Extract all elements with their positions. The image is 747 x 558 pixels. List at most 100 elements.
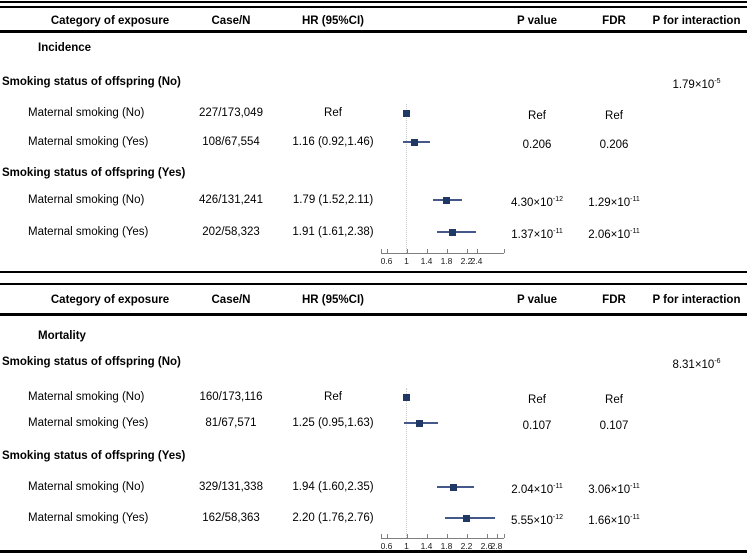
- table-header-row: Category of exposure Case/N HR (95%CI) P…: [0, 292, 747, 308]
- axis-end-cap: [381, 534, 382, 538]
- table-row: Maternal smoking (No) 227/173,049 Ref Re…: [0, 105, 747, 122]
- section-label: Incidence: [38, 42, 92, 54]
- fdr-value: 0.206: [599, 138, 629, 151]
- case-n-value: 162/58,363: [202, 512, 260, 524]
- exponent: -12: [552, 514, 563, 521]
- section-label: Mortality: [38, 330, 86, 342]
- column-header-case-n: Case/N: [211, 294, 251, 306]
- section-row: Mortality: [0, 328, 747, 344]
- hr-ci-value: 1.79 (1.52,2.11): [292, 194, 374, 206]
- p-interaction-value: 1.79×10-5: [672, 78, 721, 91]
- column-header-category: Category of exposure: [50, 294, 170, 306]
- hr-ci-value: 2.20 (1.76,2.76): [292, 512, 374, 524]
- axis-tick: [446, 249, 448, 253]
- axis-tick-label: 0.6: [380, 256, 393, 266]
- rule: [0, 30, 747, 33]
- axis-tick: [486, 534, 488, 538]
- row-label: Maternal smoking (Yes): [28, 417, 149, 429]
- axis-line: [381, 538, 504, 539]
- column-header-p-value: P value: [516, 294, 558, 306]
- case-n-value: 202/58,323: [202, 226, 260, 238]
- column-header-p-value: P value: [516, 15, 558, 27]
- group-header-row: Smoking status of offspring (No) 8.31×10…: [0, 354, 747, 371]
- fdr-value: 3.06×10-11: [588, 483, 640, 496]
- row-label: Maternal smoking (Yes): [28, 512, 149, 524]
- hr-ci-value: Ref: [324, 107, 342, 119]
- p-value: 5.55×10-12: [510, 514, 563, 527]
- row-label: Maternal smoking (No): [28, 391, 145, 403]
- p-value: 4.30×10-12: [510, 196, 563, 209]
- table-row: Maternal smoking (Yes) 108/67,554 1.16 (…: [0, 134, 747, 151]
- column-header-hr: HR (95%CI): [302, 15, 364, 27]
- axis-tick: [476, 249, 478, 253]
- case-n-value: 227/173,049: [199, 107, 263, 119]
- table-row: Maternal smoking (Yes) 202/58,323 1.91 (…: [0, 224, 747, 241]
- rule: [0, 313, 747, 316]
- table-row: Maternal smoking (No) 426/131,241 1.79 (…: [0, 192, 747, 209]
- exponent: -11: [630, 228, 640, 235]
- p-value: Ref: [528, 109, 546, 122]
- exponent: -11: [630, 196, 640, 203]
- hr-ci-value: 1.25 (0.95,1.63): [292, 417, 374, 429]
- fdr-value: 1.66×10-11: [588, 514, 640, 527]
- axis-tick-label: 1.4: [420, 256, 433, 266]
- group-header-row: Smoking status of offspring (No) 1.79×10…: [0, 74, 747, 91]
- case-n-value: 160/173,116: [199, 391, 263, 403]
- table-row: Maternal smoking (Yes) 81/67,571 1.25 (0…: [0, 415, 747, 432]
- p-value: 0.107: [522, 419, 552, 432]
- column-header-p-interaction: P for interaction: [652, 294, 741, 306]
- fdr-value: Ref: [605, 109, 623, 122]
- case-n-value: 108/67,554: [202, 136, 260, 148]
- axis-tick: [406, 249, 408, 253]
- axis-end-cap: [504, 534, 505, 538]
- case-n-value: 329/131,338: [199, 481, 263, 493]
- axis-tick-label: 1: [404, 256, 409, 266]
- group-label: Smoking status of offspring (Yes): [2, 450, 186, 462]
- column-header-fdr: FDR: [602, 15, 626, 27]
- row-label: Maternal smoking (No): [28, 107, 145, 119]
- fdr-value: 2.06×10-11: [588, 228, 640, 241]
- group-label: Smoking status of offspring (No): [2, 356, 181, 368]
- exponent: -5: [714, 78, 721, 85]
- hr-ci-value: 1.94 (1.60,2.35): [292, 481, 374, 493]
- exponent: -11: [553, 228, 563, 235]
- column-header-fdr: FDR: [602, 294, 626, 306]
- rule: [0, 271, 747, 273]
- fdr-value: 1.29×10-11: [588, 196, 640, 209]
- axis-tick: [466, 249, 468, 253]
- mortality-panel: Category of exposure Case/N HR (95%CI) P…: [0, 277, 747, 558]
- group-label: Smoking status of offspring (Yes): [2, 167, 186, 179]
- exponent: -11: [553, 483, 563, 490]
- axis-tick: [446, 534, 448, 538]
- hr-ci-value: Ref: [324, 391, 342, 403]
- group-label: Smoking status of offspring (No): [2, 76, 181, 88]
- p-interaction-value: 8.31×10-6: [672, 358, 721, 371]
- exponent: -11: [630, 514, 640, 521]
- rule: [0, 1, 747, 3]
- p-value: 2.04×10-11: [511, 483, 563, 496]
- axis-tick-label: 1.8: [440, 256, 453, 266]
- axis-tick: [386, 249, 388, 253]
- table-row: Maternal smoking (No) 329/131,338 1.94 (…: [0, 479, 747, 496]
- section-row: Incidence: [0, 40, 747, 56]
- axis-tick-label: 2.2: [460, 256, 473, 266]
- axis-tick-label: 2.4: [470, 256, 483, 266]
- group-header-row: Smoking status of offspring (Yes): [0, 165, 747, 181]
- rule: [0, 283, 747, 285]
- axis-end-cap: [381, 249, 382, 253]
- rule: [0, 6, 747, 8]
- p-value: 0.206: [522, 138, 552, 151]
- axis-tick: [426, 249, 428, 253]
- column-header-case-n: Case/N: [211, 15, 251, 27]
- case-n-value: 426/131,241: [199, 194, 263, 206]
- axis-tick: [496, 534, 498, 538]
- row-label: Maternal smoking (No): [28, 481, 145, 493]
- axis-end-cap: [504, 249, 505, 253]
- rule: [0, 550, 747, 553]
- exponent: -6: [714, 358, 721, 365]
- incidence-panel: Category of exposure Case/N HR (95%CI) P…: [0, 0, 747, 277]
- row-label: Maternal smoking (No): [28, 194, 145, 206]
- row-label: Maternal smoking (Yes): [28, 136, 149, 148]
- table-row: Maternal smoking (No) 160/173,116 Ref Re…: [0, 389, 747, 406]
